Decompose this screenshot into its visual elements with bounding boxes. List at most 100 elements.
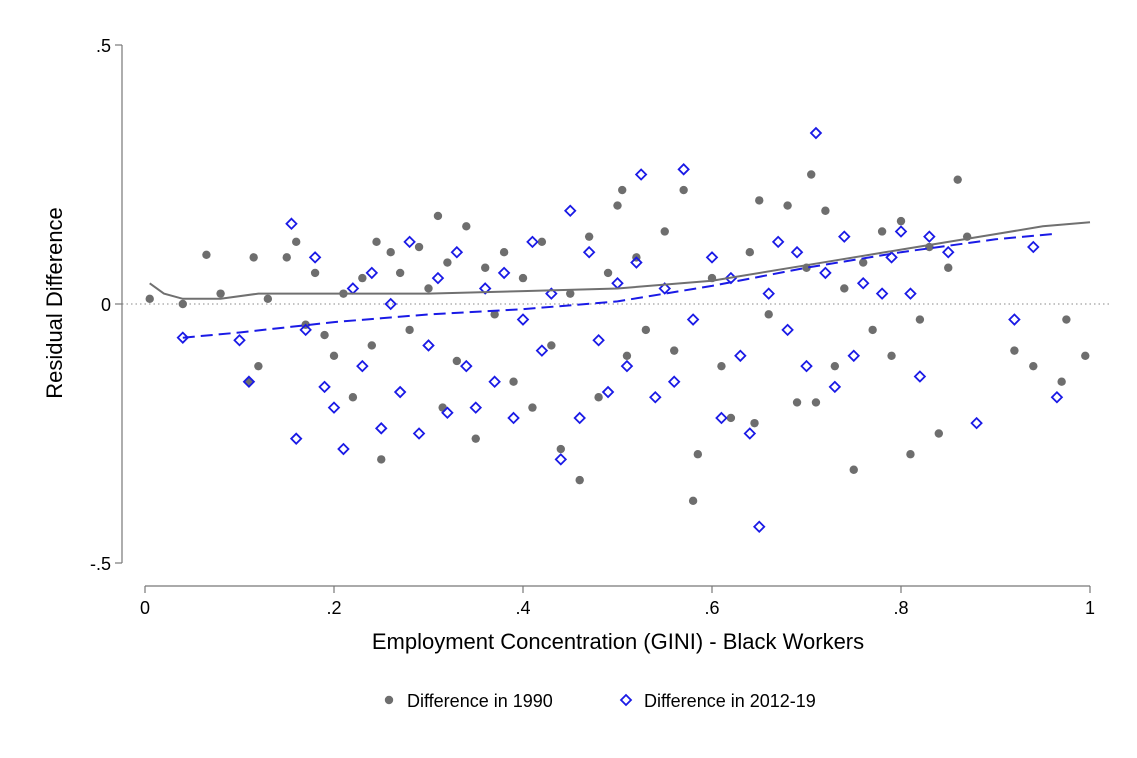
data-point-2012-19 [941,245,955,259]
data-point-1990 [481,263,490,272]
data-point-1990 [877,227,887,236]
data-point-1990 [603,268,613,278]
data-point-1990 [840,284,849,293]
data-point-2012-19 [308,251,322,264]
data-point-1990 [807,170,816,179]
data-point-2012-19 [781,323,794,337]
data-point-1990 [263,294,273,304]
data-point-1990 [830,361,840,371]
data-point-2012-19 [374,422,388,435]
data-point-2012-19 [800,359,813,373]
data-point-1990 [518,273,528,283]
x-tick-label: .2 [326,598,341,618]
data-point-2012-19 [828,380,842,394]
data-point-1990 [821,206,830,215]
data-point-2012-19 [497,266,511,280]
data-point-2012-19 [233,333,246,347]
data-point-1990 [292,237,301,247]
data-point-1990 [745,248,754,257]
y-axis-title: Residual Difference [42,207,67,399]
data-point-2012-19 [242,375,256,388]
data-point-2012-19 [771,235,785,249]
data-point-2012-19 [762,287,775,300]
x-tick-label: 0 [140,598,150,618]
data-point-1990 [1081,351,1090,360]
data-point-1990 [443,258,452,267]
data-point-2012-19 [535,344,549,357]
data-point-1990 [849,465,858,474]
data-point-2012-19 [403,235,416,249]
data-point-2012-19 [422,339,435,352]
data-point-1990 [670,346,679,355]
y-axis: .5 0 -.5 [90,36,123,574]
data-point-1990 [424,284,433,293]
data-point-2012-19 [686,313,700,326]
data-point-2012-19 [913,370,927,383]
fit-line-1990 [149,221,1091,300]
data-point-1990 [202,250,211,259]
data-point-2012-19 [337,442,350,456]
data-point-1990 [490,310,499,319]
x-axis-title: Employment Concentration (GINI) - Black … [372,629,864,654]
x-tick-label: .4 [515,598,530,618]
data-point-2012-19 [677,163,690,176]
y-tick-label: .5 [96,36,111,56]
data-point-1990 [906,450,915,459]
data-point-2012-19 [412,427,426,440]
data-point-2012-19 [856,277,870,290]
data-point-1990 [509,377,518,386]
data-point-2012-19 [809,126,823,140]
legend-marker-2012-19 [619,693,633,707]
data-point-2012-19 [460,359,473,373]
data-point-2012-19 [875,287,889,300]
x-tick-label: .6 [704,598,719,618]
data-point-1990 [584,232,594,241]
data-point-1990 [216,289,225,298]
fit-line-2012-19 [182,233,1053,339]
data-point-1990 [750,418,759,428]
data-point-2012-19 [365,266,379,280]
data-point-2012-19 [545,287,558,300]
data-point-1990 [783,201,792,210]
x-tick-label: .8 [893,598,908,618]
data-point-1990 [358,273,367,283]
data-point-2012-19 [327,401,341,414]
data-point-2012-19 [526,235,539,249]
data-point-1990 [471,434,480,443]
data-point-1990 [329,351,339,360]
data-point-2012-19 [478,282,492,295]
data-point-2012-19 [658,282,672,295]
data-point-2012-19 [752,520,766,534]
data-point-1990 [547,341,556,350]
data-point-2012-19 [582,245,596,259]
data-point-2012-19 [573,411,586,425]
data-point-1990 [693,450,703,459]
data-point-2012-19 [393,385,407,399]
data-point-1990 [1057,377,1066,386]
y-tick-label: -.5 [90,554,111,574]
data-point-1990 [934,429,943,438]
data-point-2012-19 [1008,313,1021,326]
data-point-2012-19 [488,375,501,388]
data-point-2012-19 [630,256,643,269]
data-point-1990 [575,475,584,485]
data-point-2012-19 [299,323,312,337]
y-tick-label: 0 [101,295,111,315]
data-point-1990 [1010,346,1019,355]
data-point-2012-19 [634,168,648,181]
data-point-1990 [395,268,405,278]
data-point-1990 [462,222,471,231]
data-point-1990 [811,398,821,407]
x-axis: 0 .2 .4 .6 .8 1 [140,585,1095,618]
data-point-1990 [887,351,896,360]
data-point-2012-19 [450,245,464,259]
data-point-2012-19 [356,359,369,373]
data-point-2012-19 [734,349,747,363]
data-point-1990 [310,268,320,278]
data-point-2012-19 [601,385,615,399]
data-point-1990 [1062,315,1071,324]
data-point-1990 [377,455,386,464]
data-point-1990 [367,341,376,350]
